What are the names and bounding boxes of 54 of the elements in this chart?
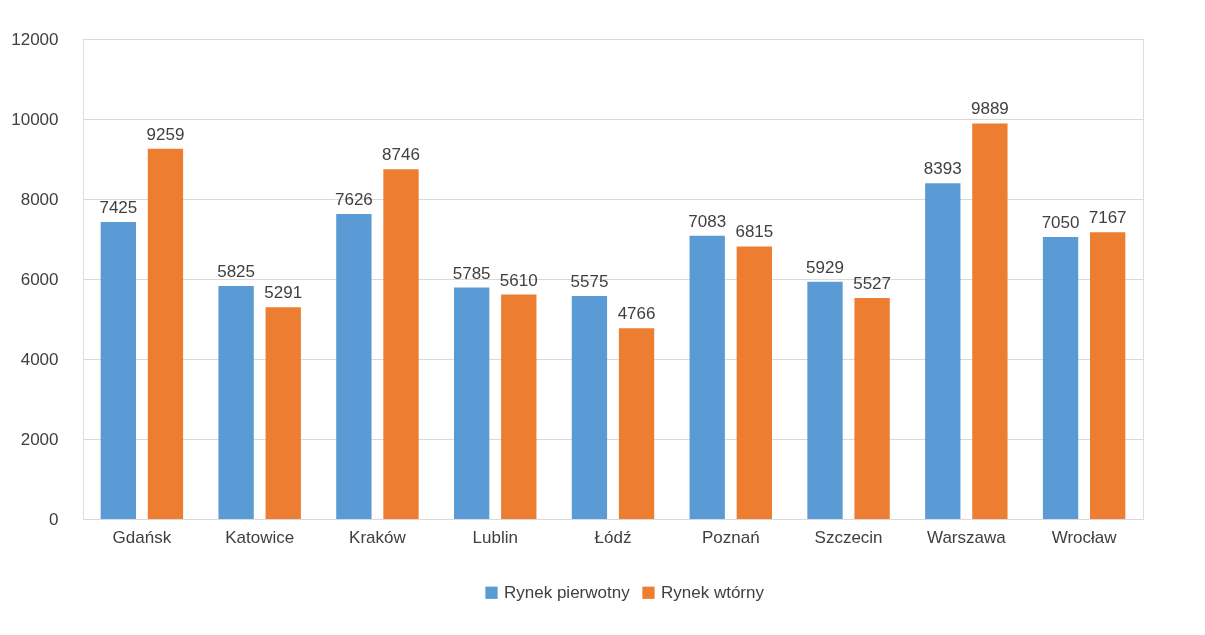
bar bbox=[689, 235, 725, 519]
data-label: 7083 bbox=[688, 211, 727, 231]
bar bbox=[100, 222, 136, 519]
bar bbox=[571, 296, 608, 519]
data-label: 5527 bbox=[853, 273, 892, 293]
bar bbox=[336, 213, 372, 519]
x-tick-label: Wrocław bbox=[1051, 527, 1118, 547]
x-tick-label: Katowice bbox=[225, 527, 295, 547]
data-label: 7050 bbox=[1041, 213, 1080, 232]
x-tick-label: Warszawa bbox=[926, 527, 1007, 547]
legend-label: Rynek wtórny bbox=[661, 582, 765, 602]
data-label: 4766 bbox=[617, 304, 656, 324]
legend-label: Rynek pierwotny bbox=[504, 582, 631, 602]
data-label: 5929 bbox=[806, 257, 844, 277]
data-label: 8393 bbox=[923, 159, 962, 179]
bar bbox=[265, 307, 301, 519]
y-tick-label: 4000 bbox=[20, 349, 59, 369]
bar bbox=[218, 286, 254, 519]
data-label: 6815 bbox=[735, 222, 774, 242]
data-label: 5825 bbox=[217, 262, 256, 281]
bar bbox=[618, 328, 655, 519]
x-tick-label: Szczecin bbox=[814, 527, 883, 547]
y-tick-label: 2000 bbox=[20, 429, 59, 449]
data-label: 5575 bbox=[570, 272, 609, 291]
bar bbox=[501, 294, 537, 519]
bar bbox=[854, 297, 890, 519]
data-label: 7425 bbox=[99, 198, 138, 217]
bar bbox=[1090, 232, 1126, 519]
x-tick-label: Gdańsk bbox=[112, 527, 172, 547]
y-tick-label: 8000 bbox=[20, 189, 59, 209]
y-tick-label: 0 bbox=[49, 509, 59, 529]
bar bbox=[972, 123, 1008, 519]
data-label: 5610 bbox=[499, 270, 538, 290]
data-label: 9259 bbox=[146, 124, 185, 144]
x-tick-label: Łódź bbox=[594, 527, 632, 547]
data-label: 5785 bbox=[452, 263, 491, 283]
bar bbox=[807, 281, 843, 519]
data-label: 9889 bbox=[970, 99, 1009, 119]
y-tick-label: 12000 bbox=[11, 29, 59, 49]
data-label: 7167 bbox=[1088, 208, 1127, 228]
x-tick-label: Kraków bbox=[349, 527, 407, 547]
bar bbox=[925, 183, 961, 519]
data-label: 5291 bbox=[264, 283, 303, 303]
data-label: 8746 bbox=[382, 145, 420, 165]
bar bbox=[147, 148, 184, 519]
y-tick-label: 10000 bbox=[11, 109, 59, 129]
bar bbox=[454, 287, 490, 519]
data-label: 7626 bbox=[334, 189, 373, 209]
bar bbox=[736, 246, 772, 519]
y-tick-label: 6000 bbox=[20, 269, 59, 289]
x-tick-label: Poznań bbox=[701, 527, 760, 547]
bar bbox=[383, 169, 419, 519]
bar bbox=[1042, 237, 1079, 519]
x-tick-label: Lublin bbox=[472, 527, 518, 547]
